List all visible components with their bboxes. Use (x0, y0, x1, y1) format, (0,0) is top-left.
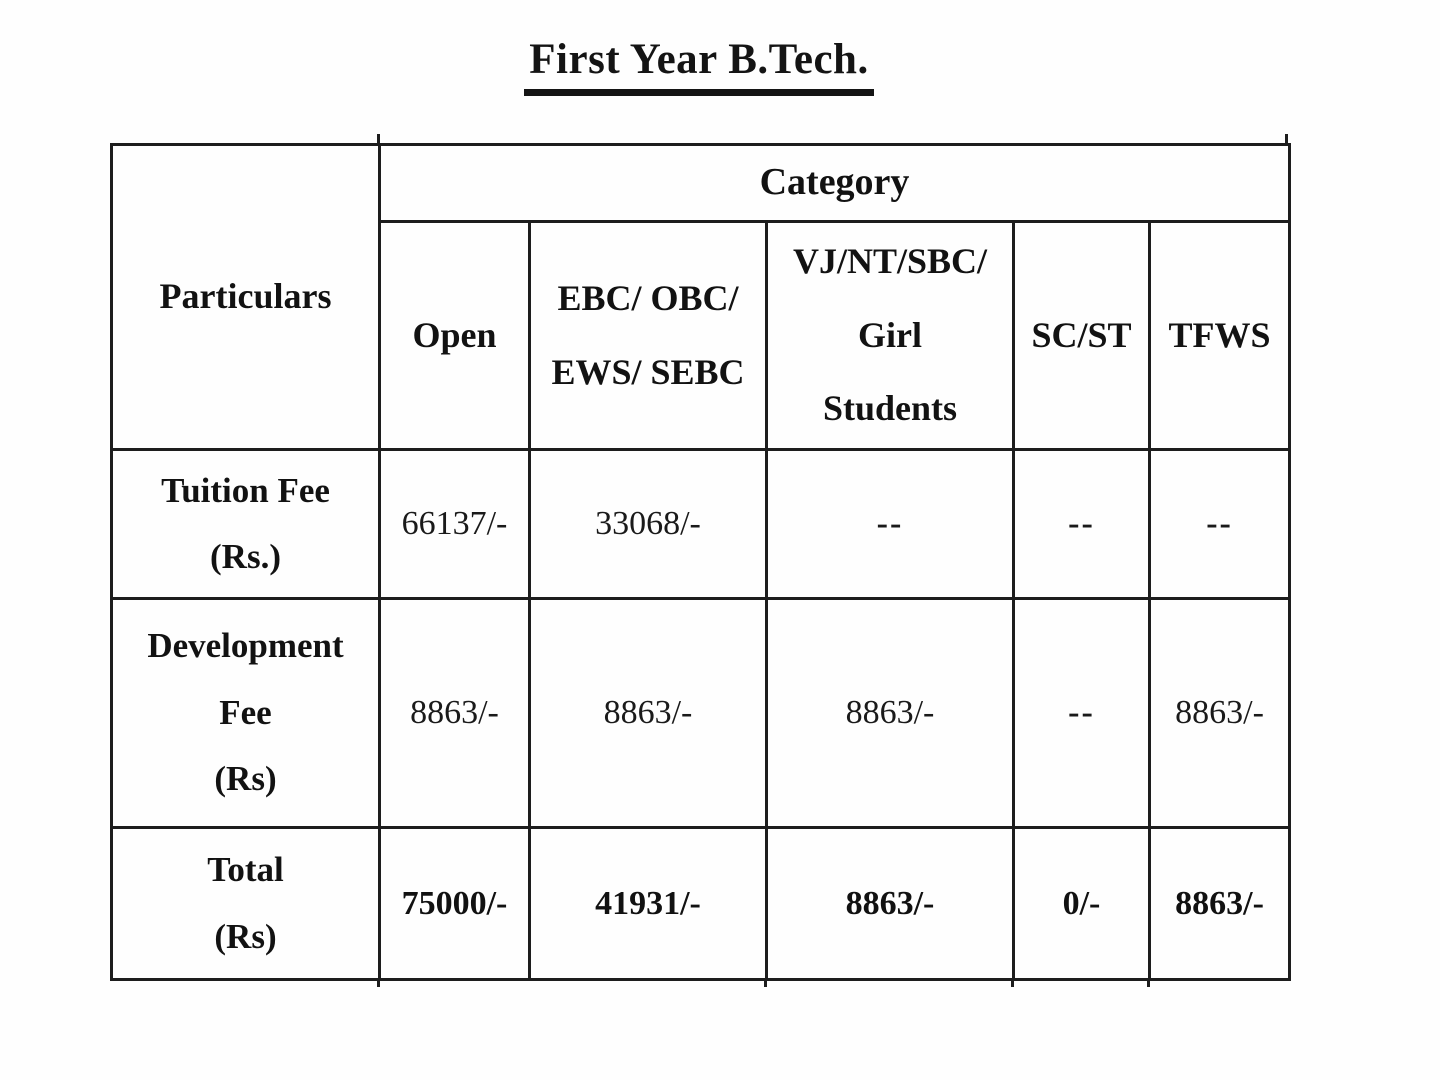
border-artifact (1285, 134, 1288, 143)
page-title-container: First Year B.Tech. (110, 36, 1288, 97)
cell-total-scst: 0/- (1012, 826, 1151, 981)
table-row-development-fee: Development Fee (Rs) 8863/- 8863/- 8863/… (110, 597, 1292, 829)
table-row-tuition-fee: Tuition Fee (Rs.) 66137/- 33068/- -- -- … (110, 448, 1292, 600)
table-row-total: Total (Rs) 75000/- 41931/- 8863/- 0/- 88… (110, 826, 1292, 981)
border-artifact (1147, 978, 1150, 987)
border-artifact (764, 978, 767, 987)
row-label-tuition-fee: Tuition Fee (Rs.) (110, 448, 381, 600)
cell-total-ebc: 41931/- (528, 826, 768, 981)
column-header-vjnt-sbc-girl: VJ/NT/SBC/ Girl Students (765, 220, 1015, 451)
column-header-sc-st: SC/ST (1012, 220, 1151, 451)
column-header-ebc-obc-ews-sebc: EBC/ OBC/ EWS/ SEBC (528, 220, 768, 451)
cell-total-tfws: 8863/- (1147, 826, 1292, 981)
cell-tuition-scst: -- (1012, 448, 1151, 600)
page-title: First Year B.Tech. (524, 36, 874, 97)
cell-total-vjnt: 8863/- (765, 826, 1015, 981)
cell-development-tfws: 8863/- (1147, 597, 1292, 829)
cell-development-scst: -- (1012, 597, 1151, 829)
cell-tuition-vjnt: -- (765, 448, 1015, 600)
border-artifact (377, 978, 380, 987)
category-header-cell: Category (377, 143, 1292, 223)
column-header-open: Open (378, 220, 531, 451)
cell-tuition-ebc: 33068/- (528, 448, 768, 600)
border-artifact (1011, 978, 1014, 987)
cell-tuition-tfws: -- (1147, 448, 1292, 600)
cell-development-ebc: 8863/- (528, 597, 768, 829)
fee-structure-table: Particulars Category Open EBC/ OBC/ EWS/… (110, 143, 1292, 981)
cell-tuition-open: 66137/- (378, 448, 531, 600)
row-label-development-fee: Development Fee (Rs) (110, 597, 381, 829)
cell-total-open: 75000/- (378, 826, 531, 981)
particulars-header-cell: Particulars (110, 143, 381, 451)
cell-development-open: 8863/- (378, 597, 531, 829)
cell-development-vjnt: 8863/- (765, 597, 1015, 829)
border-artifact (377, 134, 380, 143)
column-header-tfws: TFWS (1147, 220, 1292, 451)
row-label-total: Total (Rs) (110, 826, 381, 981)
column-header-row: Open EBC/ OBC/ EWS/ SEBC VJ/NT/SBC/ Girl… (112, 220, 1292, 451)
category-header-row: Particulars Category (110, 143, 1292, 451)
